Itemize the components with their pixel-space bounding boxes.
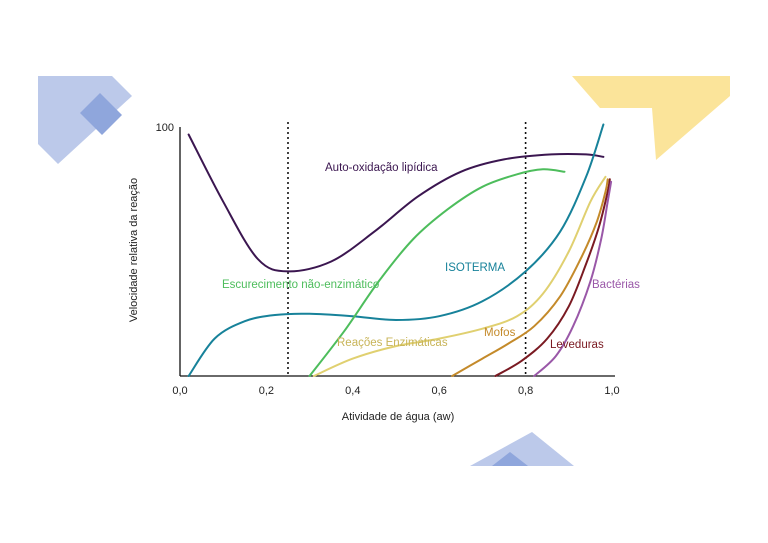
series-line-6 (533, 180, 613, 377)
x-tick-label: 0,4 (345, 385, 360, 397)
x-tick-label: 0,6 (432, 385, 447, 397)
series-label-yeasts: Leveduras (550, 339, 604, 351)
x-tick-label: 0,0 (172, 385, 187, 397)
series-label-isotherm: ISOTERMA (445, 262, 505, 274)
x-tick-label: 0,2 (259, 385, 274, 397)
series-line-3 (312, 175, 607, 377)
series-label-bacteria: Bactérias (592, 279, 640, 291)
blue-deco-shape-bottom (470, 432, 574, 466)
series-line-0 (187, 133, 605, 273)
x-axis-label: Atividade de água (aw) (342, 411, 455, 423)
blue-deco-shape-topleft (38, 76, 132, 164)
series-line-5 (494, 178, 611, 377)
series-layer (187, 123, 613, 377)
blue-deco-shape-bottom-dark (492, 452, 528, 466)
tick-layer: 0,0 0,2 0,4 0,6 0,8 1,0 100 (156, 122, 620, 397)
series-label-lipid-oxidation: Auto-oxidação lipídica (325, 162, 438, 174)
plot-area: 0,0 0,2 0,4 0,6 0,8 1,0 100 (156, 122, 620, 397)
blue-deco-shape-topleft-dark (80, 93, 122, 135)
x-tick-label: 0,8 (518, 385, 533, 397)
y-tick-label: 100 (156, 122, 174, 134)
y-axis-label: Velocidade relativa da reação (128, 178, 140, 322)
x-tick-label: 1,0 (604, 385, 619, 397)
series-line-1 (187, 123, 605, 377)
series-label-molds: Mofos (484, 327, 516, 339)
decorative-shapes (38, 76, 730, 466)
yellow-deco-shape-topright (572, 76, 730, 160)
series-label-enzymatic-reactions: Reações Enzimáticas (337, 337, 448, 349)
series-label-non-enzymatic-browning: Escurecimento não-enzimático (222, 279, 379, 291)
series-line-2 (308, 168, 566, 377)
series-line-4 (451, 178, 609, 377)
